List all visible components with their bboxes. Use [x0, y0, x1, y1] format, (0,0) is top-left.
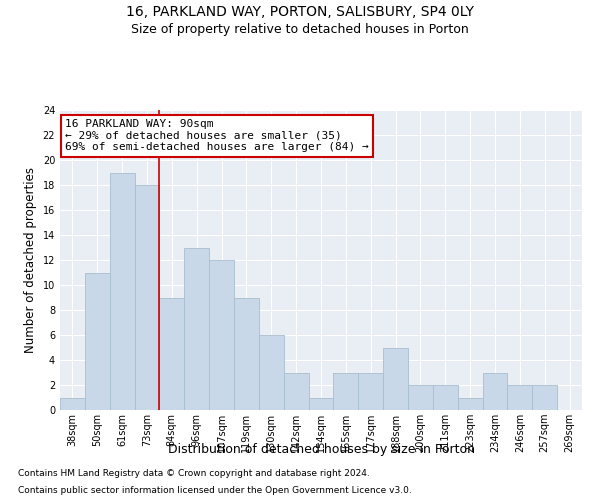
Text: 16 PARKLAND WAY: 90sqm
← 29% of detached houses are smaller (35)
69% of semi-det: 16 PARKLAND WAY: 90sqm ← 29% of detached… [65, 119, 369, 152]
Bar [482, 372, 508, 410]
Y-axis label: Number of detached properties: Number of detached properties [24, 167, 37, 353]
Bar [160, 298, 184, 410]
Text: Distribution of detached houses by size in Porton: Distribution of detached houses by size … [167, 442, 475, 456]
Bar [110, 172, 134, 410]
Bar [408, 385, 433, 410]
Text: 16, PARKLAND WAY, PORTON, SALISBURY, SP4 0LY: 16, PARKLAND WAY, PORTON, SALISBURY, SP4… [126, 5, 474, 19]
Text: Size of property relative to detached houses in Porton: Size of property relative to detached ho… [131, 22, 469, 36]
Bar [308, 398, 334, 410]
Bar [60, 398, 85, 410]
Bar [134, 185, 160, 410]
Bar [532, 385, 557, 410]
Text: Contains public sector information licensed under the Open Government Licence v3: Contains public sector information licen… [18, 486, 412, 495]
Text: Contains HM Land Registry data © Crown copyright and database right 2024.: Contains HM Land Registry data © Crown c… [18, 468, 370, 477]
Bar [458, 398, 482, 410]
Bar [358, 372, 383, 410]
Bar [85, 272, 110, 410]
Bar [259, 335, 284, 410]
Bar [334, 372, 358, 410]
Bar [284, 372, 308, 410]
Bar [184, 248, 209, 410]
Bar [209, 260, 234, 410]
Bar [234, 298, 259, 410]
Bar [383, 348, 408, 410]
Bar [433, 385, 458, 410]
Bar [508, 385, 532, 410]
